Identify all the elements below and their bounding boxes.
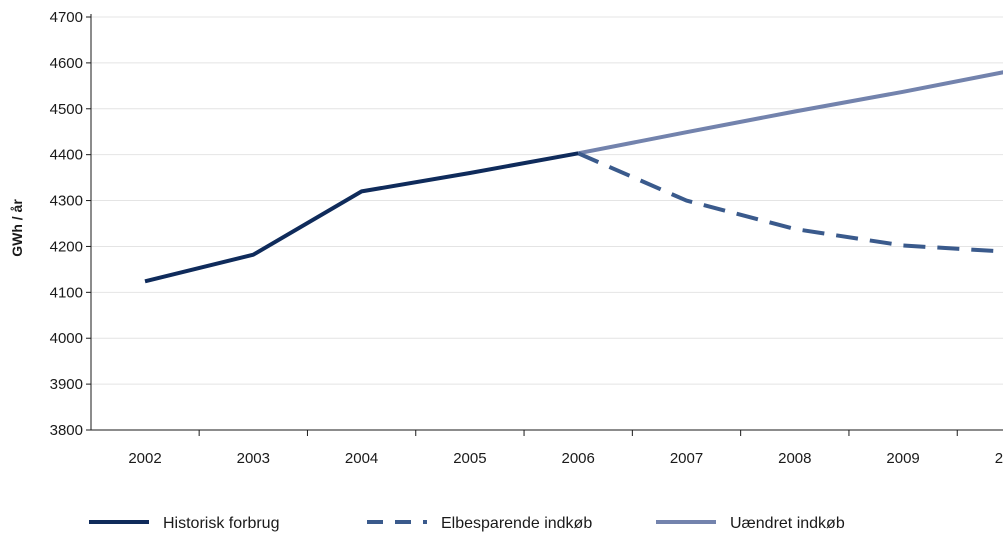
x-tick-label: 2007: [670, 450, 703, 467]
series-line-2: [577, 70, 1003, 156]
x-axis: 2002 2003 2004 2005 2006 2007 2008 2009 2010: [91, 429, 1003, 467]
series-line-0: [144, 151, 579, 284]
x-tick-label: 2005: [453, 450, 486, 467]
y-tick-label: 4200: [50, 238, 83, 255]
x-tick-label: 2003: [237, 450, 270, 467]
legend-label: Historisk forbrug: [163, 515, 279, 532]
y-tick-label: 4300: [50, 193, 83, 210]
x-tick-label: 2010: [995, 450, 1003, 467]
legend-label: Uændret indkøb: [730, 515, 845, 532]
x-tick-label: 2008: [778, 450, 811, 467]
series-line-1: [577, 151, 1003, 254]
series-lines: [144, 70, 1003, 284]
y-tick-label: 4500: [50, 101, 83, 118]
y-axis-title: GWh / år: [9, 199, 25, 257]
y-tick-label: 4000: [50, 330, 83, 347]
legend-label: Elbesparende indkøb: [441, 515, 592, 532]
y-tick-label: 4600: [50, 55, 83, 72]
y-tick-label: 4400: [50, 147, 83, 164]
y-tick-label: 3900: [50, 376, 83, 393]
y-tick-label: 4700: [50, 9, 83, 26]
x-tick-label: 2009: [886, 450, 919, 467]
gridlines: [91, 16, 1003, 385]
y-tick-label: 4100: [50, 284, 83, 301]
legend: Historisk forbrug Elbesparende indkøb Uænd…: [89, 515, 845, 532]
x-tick-label: 2002: [128, 450, 161, 467]
y-axis: 3800 3900 4000 4100 4200 4300 4400 4500 4600 4700: [50, 9, 92, 439]
x-tick-label: 2004: [345, 450, 378, 467]
x-tick-label: 2006: [562, 450, 595, 467]
y-tick-label: 3800: [50, 422, 83, 439]
